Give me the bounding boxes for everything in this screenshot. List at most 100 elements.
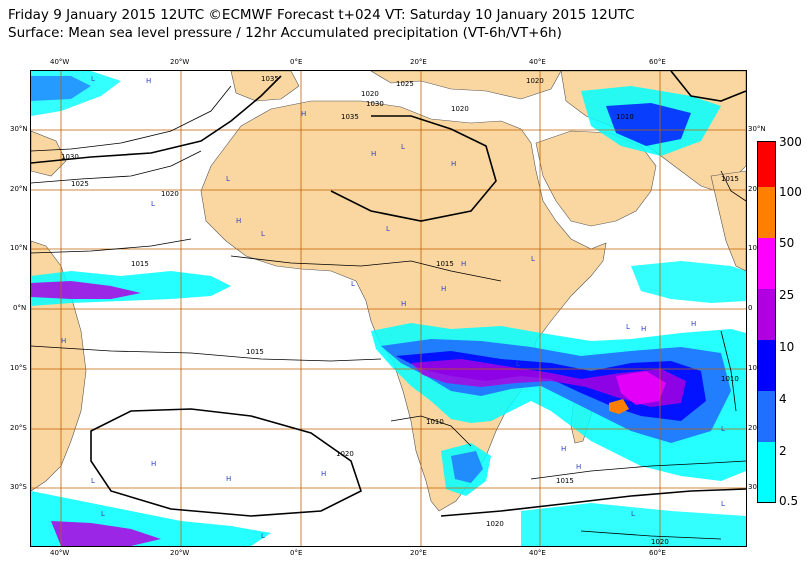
- graticule: [31, 71, 746, 546]
- colorbar-label-300: 300: [779, 135, 802, 149]
- pressure-centre: H: [691, 320, 696, 328]
- pressure-centre: H: [146, 77, 151, 85]
- land-europe-east: [370, 71, 562, 100]
- lat-label-right-10s: 10: [748, 364, 757, 372]
- isobar-label: 1030: [61, 153, 79, 161]
- isobar-label: 1015: [556, 477, 574, 485]
- land-india: [710, 170, 746, 272]
- pressure-centre: L: [226, 175, 230, 183]
- pressure-centre: H: [226, 475, 231, 483]
- pressure-centre: L: [151, 200, 155, 208]
- pressure-centre: L: [261, 230, 265, 238]
- lon-label-60e-bottom: 60°E: [649, 549, 666, 557]
- lat-label-10s: 10°S: [10, 364, 27, 372]
- isobar-label: 1035: [261, 75, 279, 83]
- lon-label-40e: 40°E: [529, 58, 546, 66]
- lon-label-20e: 20°E: [410, 58, 427, 66]
- colorbar-segment-10: [758, 340, 775, 391]
- lat-label-right-30s: 30: [748, 483, 757, 491]
- lon-label-40w: 40°W: [50, 58, 70, 66]
- pressure-centre: L: [516, 360, 520, 368]
- pressure-centre: L: [91, 75, 95, 83]
- isobar-label: 1025: [396, 80, 414, 88]
- precipitation-field: [31, 71, 746, 546]
- isobar-label: 1015: [721, 175, 739, 183]
- pressure-centre: L: [91, 477, 95, 485]
- colorbar-segment-2: [758, 442, 775, 502]
- lat-label-right-10: 10: [748, 244, 757, 252]
- colorbar-label-10: 10: [779, 340, 795, 354]
- colorbar-segment-4: [758, 391, 775, 442]
- isobar-1015-atlantic: [31, 238, 192, 254]
- pressure-centre: H: [576, 463, 581, 471]
- isobar-label: 1010: [616, 113, 634, 121]
- lat-label-30n: 30°N: [10, 125, 28, 133]
- lat-label-10n: 10°N: [10, 244, 28, 252]
- isobar-label: 1035: [341, 113, 359, 121]
- pressure-centre: L: [721, 500, 725, 508]
- lon-label-20w-bottom: 20°W: [170, 549, 190, 557]
- isobar-label: 1020: [361, 90, 379, 98]
- isobar-label: 1010: [426, 418, 444, 426]
- isobar-1015-india: [720, 170, 746, 202]
- precip-madagascar-magenta: [616, 371, 666, 405]
- precip-atlantic-purple: [31, 281, 141, 299]
- colorbar-label-4: 4: [779, 392, 787, 406]
- isobar-1020-south-indian: [580, 530, 722, 540]
- lat-label-20s: 20°S: [10, 424, 27, 432]
- lon-label-0e: 0°E: [290, 58, 303, 66]
- pressure-centre: H: [321, 470, 326, 478]
- isobar-label: 1020: [486, 520, 504, 528]
- pressure-centre: L: [351, 280, 355, 288]
- pressure-centre: H: [641, 325, 646, 333]
- isobar-label: 1015: [131, 260, 149, 268]
- isobar-label: 1020: [451, 105, 469, 113]
- isobar-1015-south-atlantic: [31, 345, 382, 362]
- isobar-label: 1015: [246, 348, 264, 356]
- precip-central-africa-purple: [411, 359, 686, 407]
- colorbar-label-25: 25: [779, 288, 795, 302]
- land-europe-iberia: [230, 71, 300, 102]
- pressure-centre: L: [261, 532, 265, 540]
- isobar-1010-southern-africa: [390, 415, 472, 447]
- precip-south-atlantic-purple: [51, 521, 161, 546]
- pressure-centre: H: [451, 160, 456, 168]
- pressure-centre: H: [371, 150, 376, 158]
- colorbar-segment-300: [758, 142, 775, 187]
- pressure-centre: H: [301, 110, 306, 118]
- isobar-label: 1020: [336, 450, 354, 458]
- lat-label-right-20s: 20: [748, 424, 757, 432]
- lat-label-30s: 30°S: [10, 483, 27, 491]
- pressure-centre: L: [531, 255, 535, 263]
- lon-label-20w: 20°W: [170, 58, 190, 66]
- isobars: [31, 71, 746, 540]
- pressure-centre: L: [626, 323, 630, 331]
- lat-label-right-30n: 30°N: [748, 125, 766, 133]
- colorbar-label-50: 50: [779, 236, 795, 250]
- lon-label-40w-bottom: 40°W: [50, 549, 70, 557]
- isobar-1020-arabia: [670, 71, 746, 102]
- isobar-1015-indian-ocean: [530, 460, 746, 480]
- pressure-centre: L: [101, 510, 105, 518]
- isobar-label: 1010: [721, 375, 739, 383]
- isobar-1020-indian-ocean: [440, 488, 746, 517]
- pressure-centre: H: [441, 285, 446, 293]
- pressure-centre: L: [631, 510, 635, 518]
- colorbar-segment-100: [758, 187, 775, 238]
- isobar-1025-north: [31, 150, 202, 184]
- colorbar-label-2: 2: [779, 444, 787, 458]
- isobar-label: 1020: [526, 77, 544, 85]
- pressure-centre: L: [721, 425, 725, 433]
- map-title-line-1: Friday 9 January 2015 12UTC ©ECMWF Forec…: [8, 7, 635, 23]
- isobar-1030-north: [31, 85, 232, 152]
- pressure-centre: H: [151, 460, 156, 468]
- lat-label-right-0: 0: [748, 304, 753, 312]
- precipitation-colorbar: [757, 141, 776, 503]
- colorbar-label-0-5: 0.5: [779, 494, 799, 508]
- isobar-1020-sahara: [330, 115, 497, 222]
- pressure-centre: L: [386, 225, 390, 233]
- isobar-label: 1025: [71, 180, 89, 188]
- map-title-line-2: Surface: Mean sea level pressure / 12hr …: [8, 25, 562, 41]
- precip-madagascar-orange: [609, 399, 629, 414]
- lon-label-20e-bottom: 20°E: [410, 549, 427, 557]
